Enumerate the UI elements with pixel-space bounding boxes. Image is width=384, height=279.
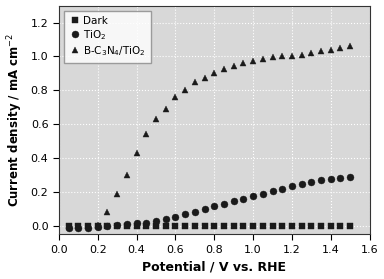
Dark bbox=[222, 224, 226, 228]
Dark bbox=[134, 224, 139, 228]
Dark bbox=[232, 224, 236, 228]
B-C$_3$N$_4$/TiO$_2$ bbox=[154, 117, 158, 121]
TiO$_2$ bbox=[222, 202, 226, 206]
TiO$_2$ bbox=[328, 178, 333, 181]
Y-axis label: Current density / mA cm$^{-2}$: Current density / mA cm$^{-2}$ bbox=[5, 33, 25, 207]
B-C$_3$N$_4$/TiO$_2$ bbox=[328, 48, 333, 51]
Line: TiO$_2$: TiO$_2$ bbox=[65, 173, 354, 231]
Dark bbox=[124, 224, 129, 228]
B-C$_3$N$_4$/TiO$_2$ bbox=[270, 56, 275, 59]
B-C$_3$N$_4$/TiO$_2$ bbox=[144, 133, 149, 136]
Dark bbox=[183, 224, 187, 228]
B-C$_3$N$_4$/TiO$_2$ bbox=[319, 50, 323, 53]
Dark bbox=[290, 224, 294, 228]
Dark bbox=[105, 224, 110, 228]
Dark bbox=[212, 224, 217, 228]
B-C$_3$N$_4$/TiO$_2$ bbox=[164, 107, 168, 111]
Dark bbox=[76, 224, 81, 228]
TiO$_2$ bbox=[338, 176, 343, 179]
Dark bbox=[270, 224, 275, 228]
TiO$_2$ bbox=[290, 184, 294, 188]
Dark bbox=[328, 224, 333, 228]
TiO$_2$ bbox=[309, 180, 314, 184]
B-C$_3$N$_4$/TiO$_2$ bbox=[124, 174, 129, 177]
TiO$_2$ bbox=[95, 225, 100, 229]
TiO$_2$ bbox=[115, 223, 119, 227]
TiO$_2$ bbox=[212, 205, 217, 208]
TiO$_2$ bbox=[202, 207, 207, 211]
Dark bbox=[309, 224, 314, 228]
B-C$_3$N$_4$/TiO$_2$ bbox=[241, 62, 246, 65]
TiO$_2$ bbox=[105, 224, 110, 228]
TiO$_2$ bbox=[86, 226, 90, 229]
X-axis label: Potential / V vs. RHE: Potential / V vs. RHE bbox=[142, 260, 286, 273]
B-C$_3$N$_4$/TiO$_2$ bbox=[66, 225, 71, 229]
Line: Dark: Dark bbox=[66, 223, 353, 229]
Dark bbox=[66, 224, 71, 228]
B-C$_3$N$_4$/TiO$_2$ bbox=[232, 64, 236, 68]
TiO$_2$ bbox=[251, 195, 255, 198]
Dark bbox=[280, 224, 285, 228]
Dark bbox=[319, 224, 323, 228]
Dark bbox=[338, 224, 343, 228]
Dark bbox=[144, 224, 149, 228]
B-C$_3$N$_4$/TiO$_2$ bbox=[183, 89, 187, 92]
B-C$_3$N$_4$/TiO$_2$ bbox=[115, 192, 119, 196]
B-C$_3$N$_4$/TiO$_2$ bbox=[260, 57, 265, 61]
B-C$_3$N$_4$/TiO$_2$ bbox=[290, 54, 294, 57]
TiO$_2$ bbox=[241, 197, 246, 201]
Dark bbox=[95, 224, 100, 228]
TiO$_2$ bbox=[124, 223, 129, 226]
B-C$_3$N$_4$/TiO$_2$ bbox=[222, 68, 226, 71]
B-C$_3$N$_4$/TiO$_2$ bbox=[95, 223, 100, 227]
B-C$_3$N$_4$/TiO$_2$ bbox=[105, 211, 110, 214]
TiO$_2$ bbox=[300, 182, 304, 185]
TiO$_2$ bbox=[280, 187, 285, 190]
TiO$_2$ bbox=[183, 212, 187, 216]
B-C$_3$N$_4$/TiO$_2$ bbox=[348, 45, 353, 48]
TiO$_2$ bbox=[66, 226, 71, 229]
TiO$_2$ bbox=[319, 179, 323, 182]
TiO$_2$ bbox=[164, 218, 168, 221]
B-C$_3$N$_4$/TiO$_2$ bbox=[173, 95, 178, 99]
B-C$_3$N$_4$/TiO$_2$ bbox=[280, 55, 285, 58]
Dark bbox=[300, 224, 304, 228]
Dark bbox=[192, 224, 197, 228]
Dark bbox=[260, 224, 265, 228]
Dark bbox=[173, 224, 178, 228]
B-C$_3$N$_4$/TiO$_2$ bbox=[134, 151, 139, 155]
TiO$_2$ bbox=[260, 192, 265, 196]
Dark bbox=[241, 224, 246, 228]
Dark bbox=[348, 224, 353, 228]
TiO$_2$ bbox=[154, 219, 158, 223]
Line: B-C$_3$N$_4$/TiO$_2$: B-C$_3$N$_4$/TiO$_2$ bbox=[65, 43, 354, 230]
B-C$_3$N$_4$/TiO$_2$ bbox=[76, 224, 81, 228]
Dark bbox=[154, 224, 158, 228]
Dark bbox=[164, 224, 168, 228]
Dark bbox=[86, 224, 90, 228]
Dark bbox=[115, 224, 119, 228]
B-C$_3$N$_4$/TiO$_2$ bbox=[338, 46, 343, 50]
TiO$_2$ bbox=[232, 200, 236, 203]
Legend: Dark, TiO$_2$, B-C$_3$N$_4$/TiO$_2$: Dark, TiO$_2$, B-C$_3$N$_4$/TiO$_2$ bbox=[64, 11, 151, 63]
B-C$_3$N$_4$/TiO$_2$ bbox=[300, 53, 304, 56]
TiO$_2$ bbox=[348, 175, 353, 179]
B-C$_3$N$_4$/TiO$_2$ bbox=[192, 80, 197, 83]
TiO$_2$ bbox=[192, 210, 197, 213]
B-C$_3$N$_4$/TiO$_2$ bbox=[86, 224, 90, 228]
TiO$_2$ bbox=[76, 226, 81, 229]
TiO$_2$ bbox=[144, 221, 149, 224]
B-C$_3$N$_4$/TiO$_2$ bbox=[212, 72, 217, 75]
TiO$_2$ bbox=[173, 215, 178, 218]
Dark bbox=[251, 224, 255, 228]
Dark bbox=[202, 224, 207, 228]
TiO$_2$ bbox=[270, 189, 275, 193]
B-C$_3$N$_4$/TiO$_2$ bbox=[309, 51, 314, 55]
B-C$_3$N$_4$/TiO$_2$ bbox=[202, 76, 207, 79]
B-C$_3$N$_4$/TiO$_2$ bbox=[251, 59, 255, 62]
TiO$_2$ bbox=[134, 222, 139, 225]
